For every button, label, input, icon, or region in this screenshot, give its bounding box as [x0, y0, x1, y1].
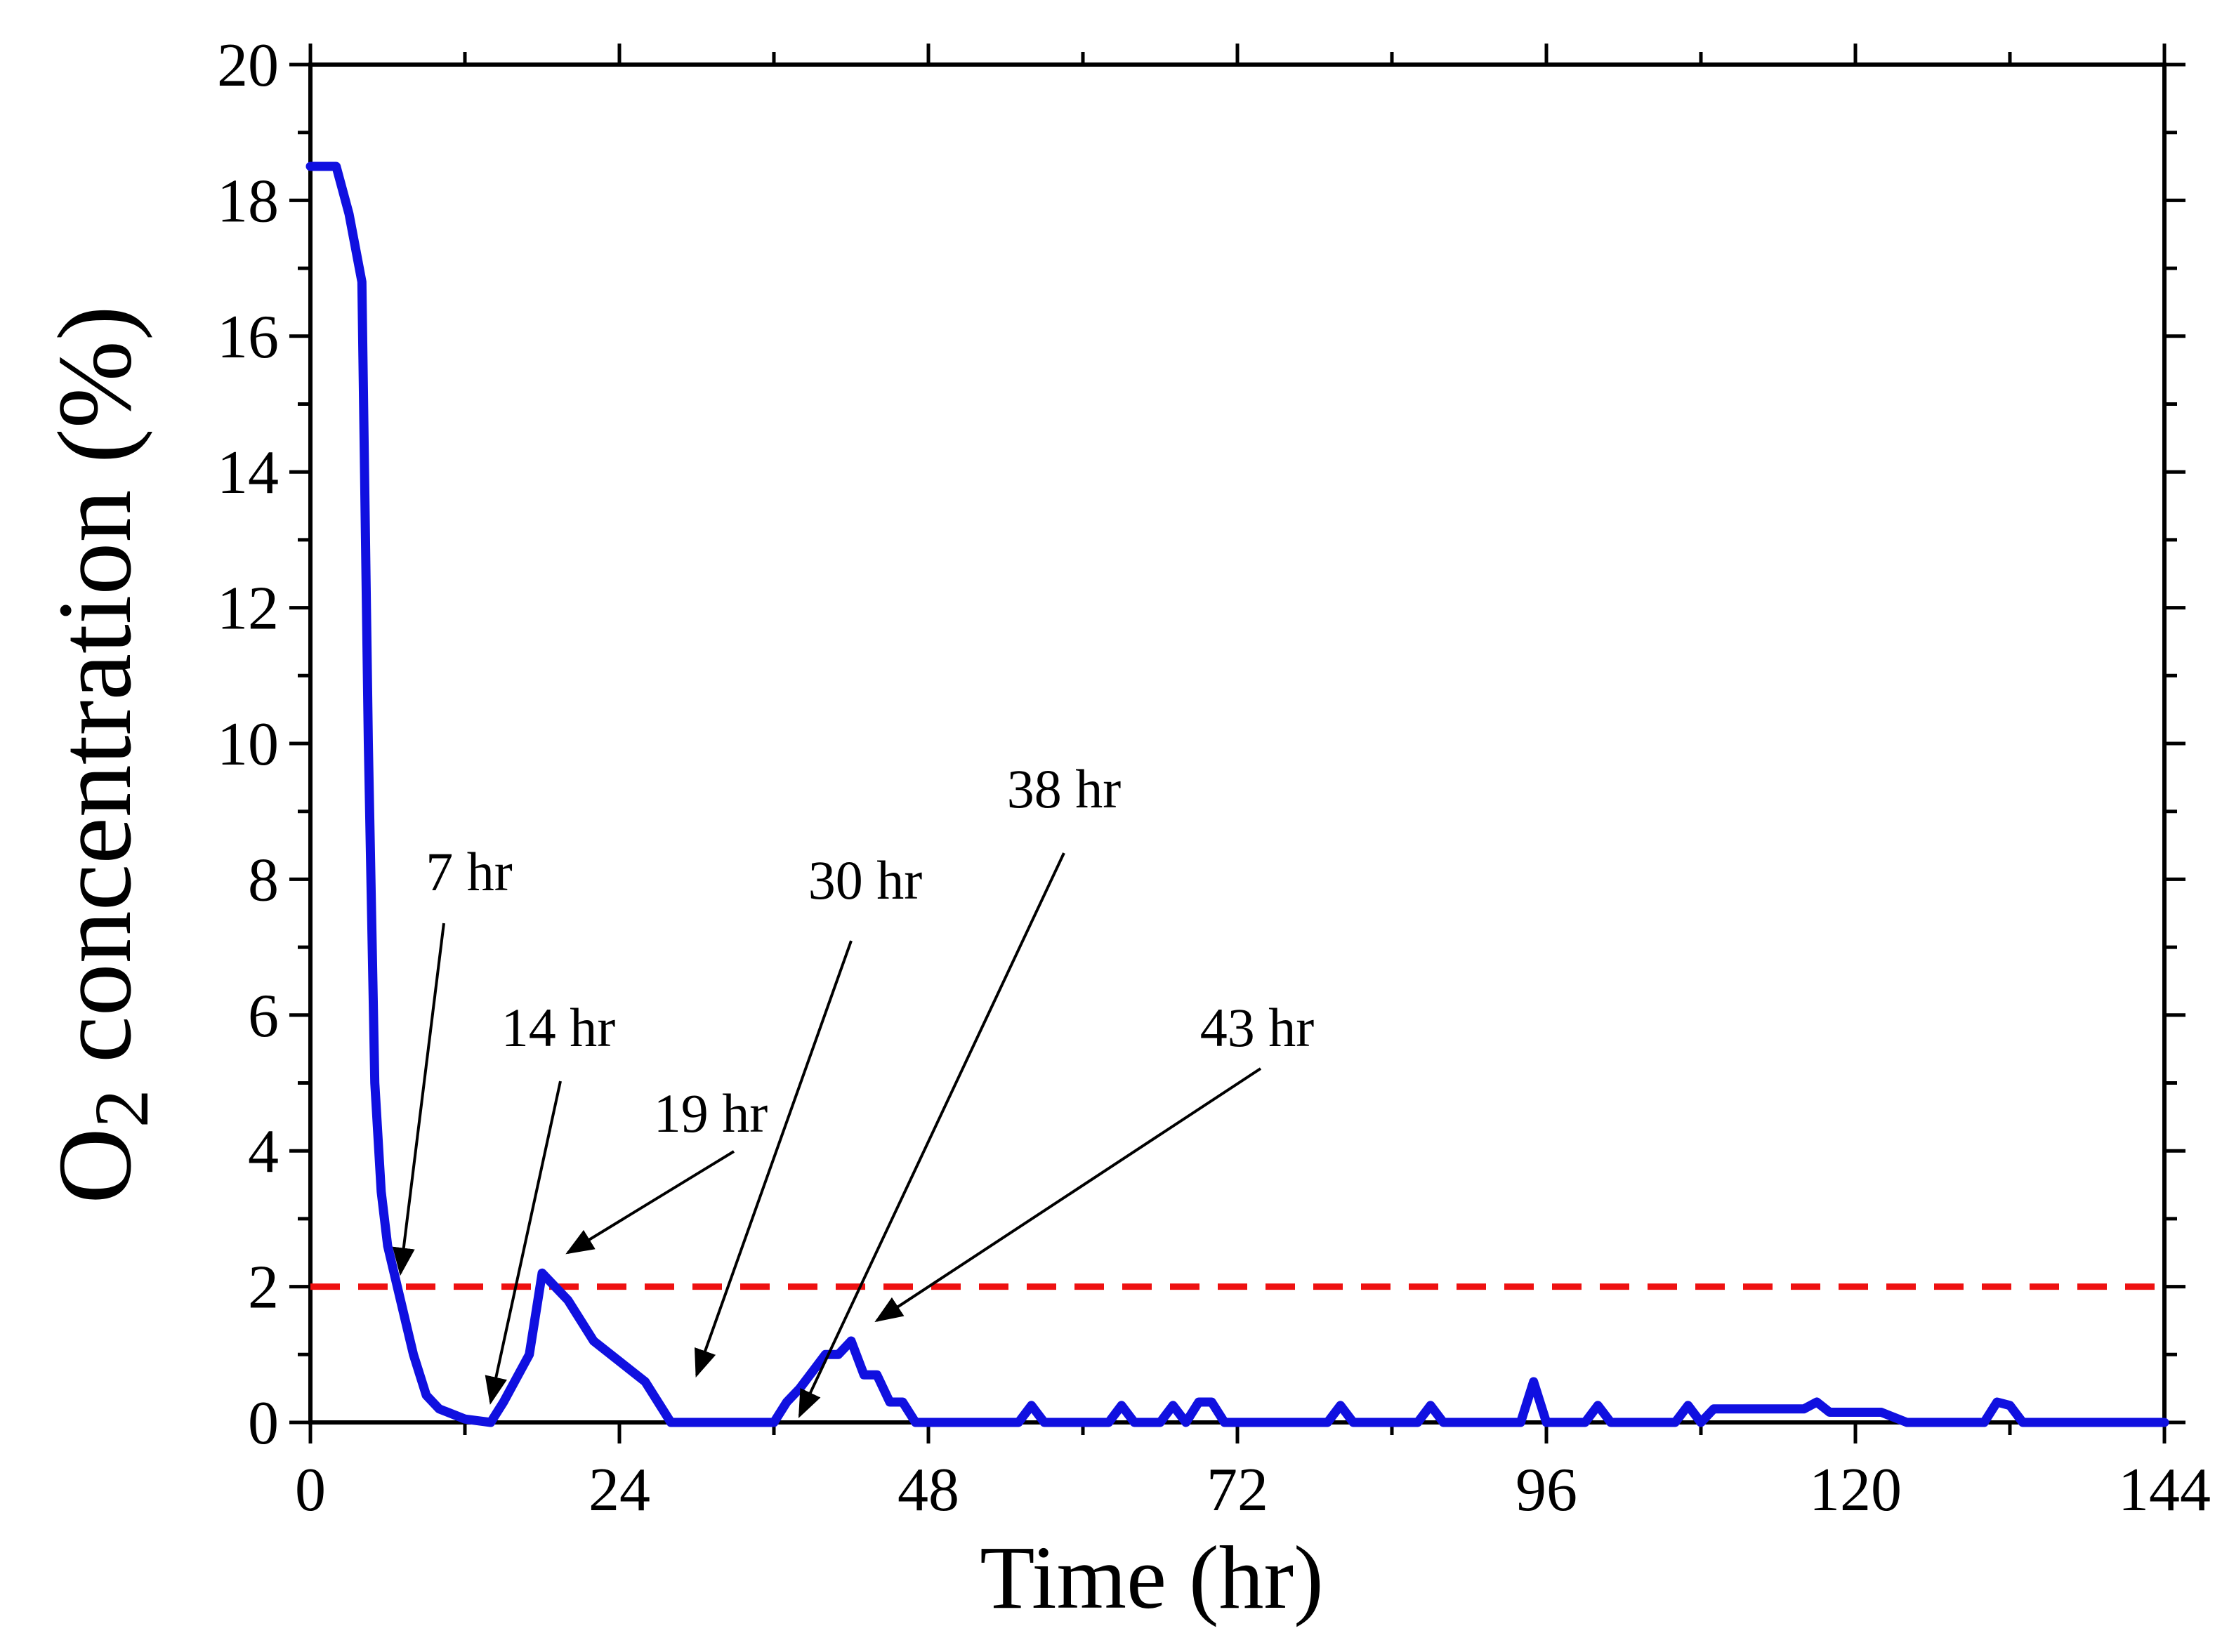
y-tick-label: 6 — [248, 982, 279, 1050]
y-tick-label: 0 — [248, 1389, 279, 1458]
annotation-label: 19 hr — [654, 1083, 768, 1144]
series-line-o2 — [305, 161, 2169, 1427]
annotation-arrow — [798, 852, 1065, 1418]
y-tick-label: 20 — [217, 32, 279, 100]
y-tick-label: 10 — [217, 711, 279, 779]
y-axis-title: O2 concentration (%) — [37, 305, 164, 1203]
x-tick-label: 96 — [1516, 1456, 1577, 1524]
y-axis-title-subscript: 2 — [79, 1089, 164, 1128]
annotation-arrow — [694, 940, 853, 1378]
y-tick-label: 16 — [217, 303, 279, 371]
annotation-arrow — [392, 923, 445, 1276]
annotation-arrow — [874, 1067, 1262, 1323]
plot-frame — [308, 62, 2167, 1425]
x-axis-title: Time (hr) — [980, 1528, 1324, 1627]
annotation-arrow — [565, 1150, 735, 1255]
annotations: 7 hr 14 hr 19 hr 30 hr 38 hr 43 hr — [392, 758, 1315, 1418]
x-tick-label: 48 — [898, 1456, 959, 1524]
x-axis: 0 24 48 72 96 120 144 — [295, 44, 2211, 1524]
annotation-arrow — [485, 1081, 562, 1405]
y-tick-label: 4 — [248, 1118, 279, 1186]
y-tick-label: 12 — [217, 575, 279, 643]
annotation-label: 43 hr — [1200, 997, 1315, 1058]
annotation-label: 30 hr — [808, 850, 923, 911]
y-axis-title-main: O — [37, 1128, 153, 1203]
annotation-label: 38 hr — [1007, 758, 1122, 819]
y-tick-label-highlighted: 2 — [248, 1254, 279, 1322]
y-tick-label: 18 — [217, 167, 279, 235]
x-tick-label: 24 — [589, 1456, 650, 1524]
series-layer — [305, 161, 2169, 1427]
y-tick-label: 8 — [248, 846, 279, 914]
y-axis: 0 2 4 6 8 10 12 14 16 18 20 — [217, 32, 2185, 1458]
y-tick-label: 14 — [217, 439, 279, 507]
annotation-label: 14 hr — [501, 997, 616, 1058]
x-tick-label: 144 — [2118, 1456, 2211, 1524]
annotation-label: 7 hr — [426, 841, 513, 902]
x-tick-label: 120 — [1809, 1456, 1902, 1524]
x-tick-label: 72 — [1207, 1456, 1268, 1524]
y-axis-title-rest: concentration (%) — [37, 305, 153, 1089]
x-tick-label: 0 — [295, 1456, 326, 1524]
